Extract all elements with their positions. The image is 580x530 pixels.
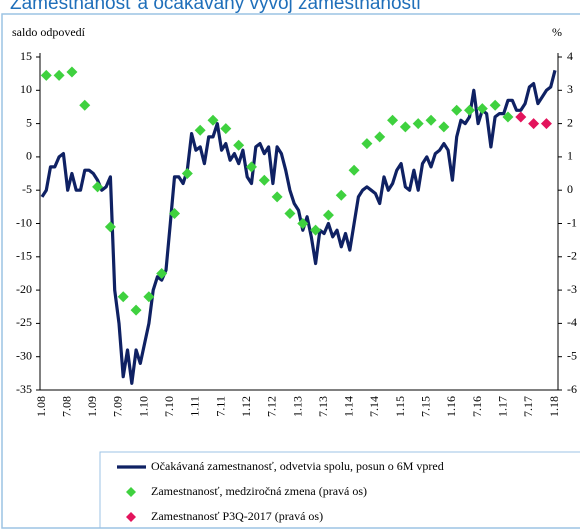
x-tick-label: 1.18 <box>547 396 561 417</box>
diamond-marker <box>361 138 373 150</box>
diamond-marker <box>515 111 527 123</box>
diamond-marker <box>425 114 437 126</box>
y2-tick-label: 4 <box>567 49 573 63</box>
diamond-marker <box>104 221 116 233</box>
diamond-marker <box>117 291 129 303</box>
frame <box>1 13 580 529</box>
y-tick-label: 15 <box>20 49 32 63</box>
x-tick-label: 1.15 <box>393 396 407 417</box>
x-tick-label: 7.11 <box>213 396 227 417</box>
diamond-marker <box>374 131 386 143</box>
x-tick-label: 7.15 <box>419 396 433 417</box>
legend-swatch <box>126 487 136 497</box>
diamond-marker <box>181 168 193 180</box>
y-tick-label: -25 <box>16 315 32 329</box>
x-tick-label: 1.17 <box>495 396 509 417</box>
chart-title: Zamestnanosť a očakávaný vývoj zamestnan… <box>10 0 421 14</box>
x-tick-label: 7.12 <box>265 396 279 417</box>
y-axis-label: saldo odpovedí <box>12 25 86 39</box>
diamond-marker <box>66 66 78 78</box>
diamond-marker <box>297 218 309 229</box>
diamond-marker <box>387 114 399 126</box>
diamond-marker <box>348 164 360 176</box>
diamond-marker <box>464 104 475 116</box>
y-tick-label: 0 <box>26 149 32 163</box>
legend-label: Zamestnanosť, medziročná zmena (pravá os… <box>151 484 367 498</box>
diamond-marker <box>233 139 245 151</box>
x-tick-label: 7.16 <box>470 396 484 417</box>
diamond-marker <box>53 69 65 81</box>
x-tick-label: 7.14 <box>367 396 381 417</box>
diamond-marker <box>143 291 155 303</box>
x-tick-label: 1.09 <box>85 396 99 417</box>
y2-tick-label: 0 <box>567 182 573 196</box>
diamond-marker <box>322 209 334 221</box>
diamond-marker <box>130 304 142 316</box>
diamond-marker <box>489 99 501 111</box>
x-tick-label: 7.08 <box>59 396 73 417</box>
y-tick-label: -5 <box>22 182 32 196</box>
diamond-marker <box>245 161 257 173</box>
y2-axis-label: % <box>552 25 562 39</box>
diamond-marker <box>310 224 322 236</box>
diamond-marker <box>335 189 347 201</box>
y2-tick-label: -2 <box>567 249 577 263</box>
diamond-marker <box>220 123 232 135</box>
x-tick-label: 7.09 <box>111 396 125 417</box>
diamond-marker <box>528 118 540 130</box>
legend-label: Očakávaná zamestnanosť, odvetvia spolu, … <box>151 459 444 473</box>
y-tick-label: -15 <box>16 249 32 263</box>
x-tick-label: 7.17 <box>521 396 535 417</box>
diamond-marker <box>258 174 270 186</box>
y2-tick-label: 2 <box>567 115 573 129</box>
legend-label: Zamestnanosť P3Q-2017 (pravá os) <box>151 509 323 523</box>
y2-tick-label: -6 <box>567 382 577 396</box>
x-tick-label: 1.12 <box>239 396 253 417</box>
x-tick-label: 7.13 <box>316 396 330 417</box>
legend-swatch <box>126 512 136 522</box>
diamond-marker <box>438 121 450 133</box>
diamond-marker <box>207 114 219 126</box>
diamond-marker <box>502 111 514 123</box>
y-tick-label: -30 <box>16 348 32 362</box>
y-tick-label: -20 <box>16 282 32 296</box>
diamond-marker <box>156 267 168 279</box>
x-tick-label: 1.11 <box>188 396 202 417</box>
diamond-marker <box>412 118 424 130</box>
legend-box <box>99 451 580 529</box>
x-tick-label: 1.10 <box>136 396 150 417</box>
diamond-marker <box>79 99 91 111</box>
diamond-marker <box>40 69 52 81</box>
y2-tick-label: -5 <box>567 348 577 362</box>
x-tick-label: 1.08 <box>34 396 48 417</box>
y2-tick-label: -1 <box>567 215 577 229</box>
diamond-marker <box>451 104 463 116</box>
diamond-marker <box>169 208 181 220</box>
x-tick-label: 7.10 <box>162 396 176 417</box>
diamond-marker <box>476 103 488 115</box>
x-tick-label: 1.14 <box>342 396 356 417</box>
y-tick-label: -35 <box>16 382 32 396</box>
y-tick-label: 10 <box>20 82 32 96</box>
diamond-marker <box>399 121 411 133</box>
diamond-marker <box>92 181 104 193</box>
y-tick-label: 5 <box>26 115 32 129</box>
x-tick-label: 1.16 <box>444 396 458 417</box>
diamond-marker <box>284 208 296 220</box>
x-tick-label: 1.13 <box>290 396 304 417</box>
y2-tick-label: -3 <box>567 282 577 296</box>
y2-tick-label: 3 <box>567 82 573 96</box>
line-series <box>40 69 557 385</box>
y2-tick-label: 1 <box>567 149 573 163</box>
diamond-marker <box>194 124 206 136</box>
y-tick-label: -10 <box>16 215 32 229</box>
y2-tick-label: -4 <box>567 315 577 329</box>
diamond-marker <box>540 118 552 130</box>
diamond-marker <box>271 191 283 203</box>
